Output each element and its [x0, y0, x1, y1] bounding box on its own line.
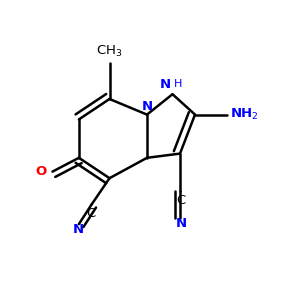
- Text: C: C: [177, 194, 186, 207]
- Text: C: C: [86, 207, 95, 220]
- Text: N: N: [141, 100, 153, 113]
- Text: N: N: [176, 217, 187, 230]
- Text: N: N: [160, 78, 171, 91]
- Text: CH$_3$: CH$_3$: [96, 44, 123, 59]
- Text: O: O: [36, 165, 47, 178]
- Text: H: H: [174, 79, 182, 89]
- Text: NH$_2$: NH$_2$: [230, 107, 259, 122]
- Text: N: N: [73, 223, 84, 236]
